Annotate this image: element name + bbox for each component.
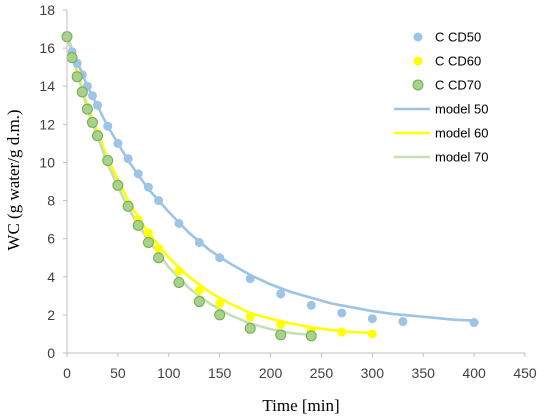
legend-item-c-cd60: C CD60 bbox=[413, 54, 481, 69]
data-point bbox=[469, 318, 479, 328]
data-point bbox=[93, 100, 103, 110]
legend-item-c-cd70: C CD70 bbox=[412, 78, 481, 93]
x-tick-label: 200 bbox=[259, 365, 283, 381]
data-point bbox=[112, 179, 124, 191]
data-point bbox=[306, 300, 316, 310]
data-point bbox=[143, 182, 153, 192]
y-tick-label: 4 bbox=[47, 269, 55, 285]
data-point bbox=[214, 309, 226, 321]
data-point bbox=[123, 154, 133, 164]
data-point bbox=[92, 130, 104, 142]
data-point bbox=[133, 169, 143, 179]
data-point bbox=[245, 274, 255, 284]
y-axis-title: WC (g water/g d.m.) bbox=[4, 109, 23, 250]
y-tick-label: 16 bbox=[39, 40, 55, 56]
x-tick-label: 150 bbox=[208, 365, 232, 381]
series-points-c-cd50 bbox=[62, 32, 479, 328]
legend-label: C CD70 bbox=[435, 78, 481, 93]
legend-label: C CD60 bbox=[435, 54, 481, 69]
x-tick-label: 100 bbox=[157, 365, 181, 381]
data-point bbox=[174, 266, 184, 276]
y-tick-label: 6 bbox=[47, 231, 55, 247]
x-tick-label: 350 bbox=[412, 365, 436, 381]
x-axis-title: Time [min] bbox=[262, 396, 339, 415]
x-tick-label: 0 bbox=[63, 365, 71, 381]
legend-item-model-60: model 60 bbox=[394, 126, 488, 141]
legend-item-model-70: model 70 bbox=[394, 150, 488, 165]
data-point bbox=[142, 236, 154, 248]
legend: C CD50 C CD60 C CD70 model 50 model 60 model … bbox=[394, 30, 488, 165]
y-tick-label: 18 bbox=[39, 2, 55, 18]
legend-label: model 70 bbox=[435, 150, 488, 165]
data-point bbox=[154, 196, 164, 206]
data-point bbox=[122, 200, 134, 212]
data-point bbox=[76, 86, 88, 98]
data-point bbox=[66, 52, 78, 64]
data-point bbox=[132, 219, 144, 231]
data-point bbox=[398, 317, 408, 327]
data-point bbox=[194, 237, 204, 247]
legend-marker bbox=[412, 79, 424, 91]
data-point bbox=[86, 116, 98, 128]
tick-labels: 0 50 100 150 200 250 300 350 400 450 0 2 4 6 8 10 12 14 16… bbox=[39, 2, 536, 381]
legend-label: C CD50 bbox=[435, 30, 481, 45]
data-point bbox=[367, 329, 377, 339]
x-tick-label: 250 bbox=[310, 365, 334, 381]
y-tick-label: 12 bbox=[39, 116, 55, 132]
series-points-c-cd60 bbox=[62, 32, 377, 339]
series-layer bbox=[61, 31, 479, 342]
y-tick-label: 10 bbox=[39, 154, 55, 170]
y-tick-label: 2 bbox=[47, 307, 55, 323]
axes-layer bbox=[63, 9, 526, 357]
data-point bbox=[193, 296, 205, 308]
x-tick-label: 300 bbox=[361, 365, 385, 381]
data-point bbox=[337, 308, 347, 318]
data-point bbox=[103, 121, 113, 131]
data-point bbox=[215, 298, 225, 308]
legend-marker bbox=[413, 56, 423, 66]
data-point bbox=[276, 289, 286, 299]
data-point bbox=[154, 243, 164, 253]
legend-marker bbox=[413, 32, 423, 42]
data-point bbox=[194, 285, 204, 295]
series-line-model-50 bbox=[65, 35, 476, 322]
x-tick-label: 400 bbox=[462, 365, 486, 381]
x-tick-label: 450 bbox=[513, 365, 537, 381]
data-point bbox=[102, 155, 114, 167]
legend-label: model 50 bbox=[435, 102, 488, 117]
data-point bbox=[305, 330, 317, 342]
data-point bbox=[215, 253, 225, 263]
legend-item-c-cd50: C CD50 bbox=[413, 30, 481, 45]
y-tick-label: 14 bbox=[39, 78, 55, 94]
data-point bbox=[153, 252, 165, 264]
x-tick-label: 50 bbox=[110, 365, 126, 381]
y-tick-label: 8 bbox=[47, 193, 55, 209]
data-point bbox=[337, 327, 347, 337]
y-tick-label: 0 bbox=[47, 345, 55, 361]
data-point bbox=[71, 71, 83, 83]
data-point bbox=[87, 91, 97, 101]
data-point bbox=[113, 138, 123, 148]
data-point bbox=[276, 319, 286, 329]
data-point bbox=[367, 314, 377, 324]
data-point bbox=[81, 103, 93, 115]
data-point bbox=[173, 276, 185, 288]
series-line-model-60 bbox=[65, 35, 374, 335]
series-line-model-70 bbox=[65, 35, 313, 337]
legend-label: model 60 bbox=[435, 126, 488, 141]
data-point bbox=[143, 228, 153, 238]
data-point bbox=[244, 322, 256, 334]
data-point bbox=[275, 329, 287, 341]
data-point bbox=[174, 218, 184, 228]
legend-item-model-50: model 50 bbox=[394, 102, 488, 117]
data-point bbox=[245, 312, 255, 322]
